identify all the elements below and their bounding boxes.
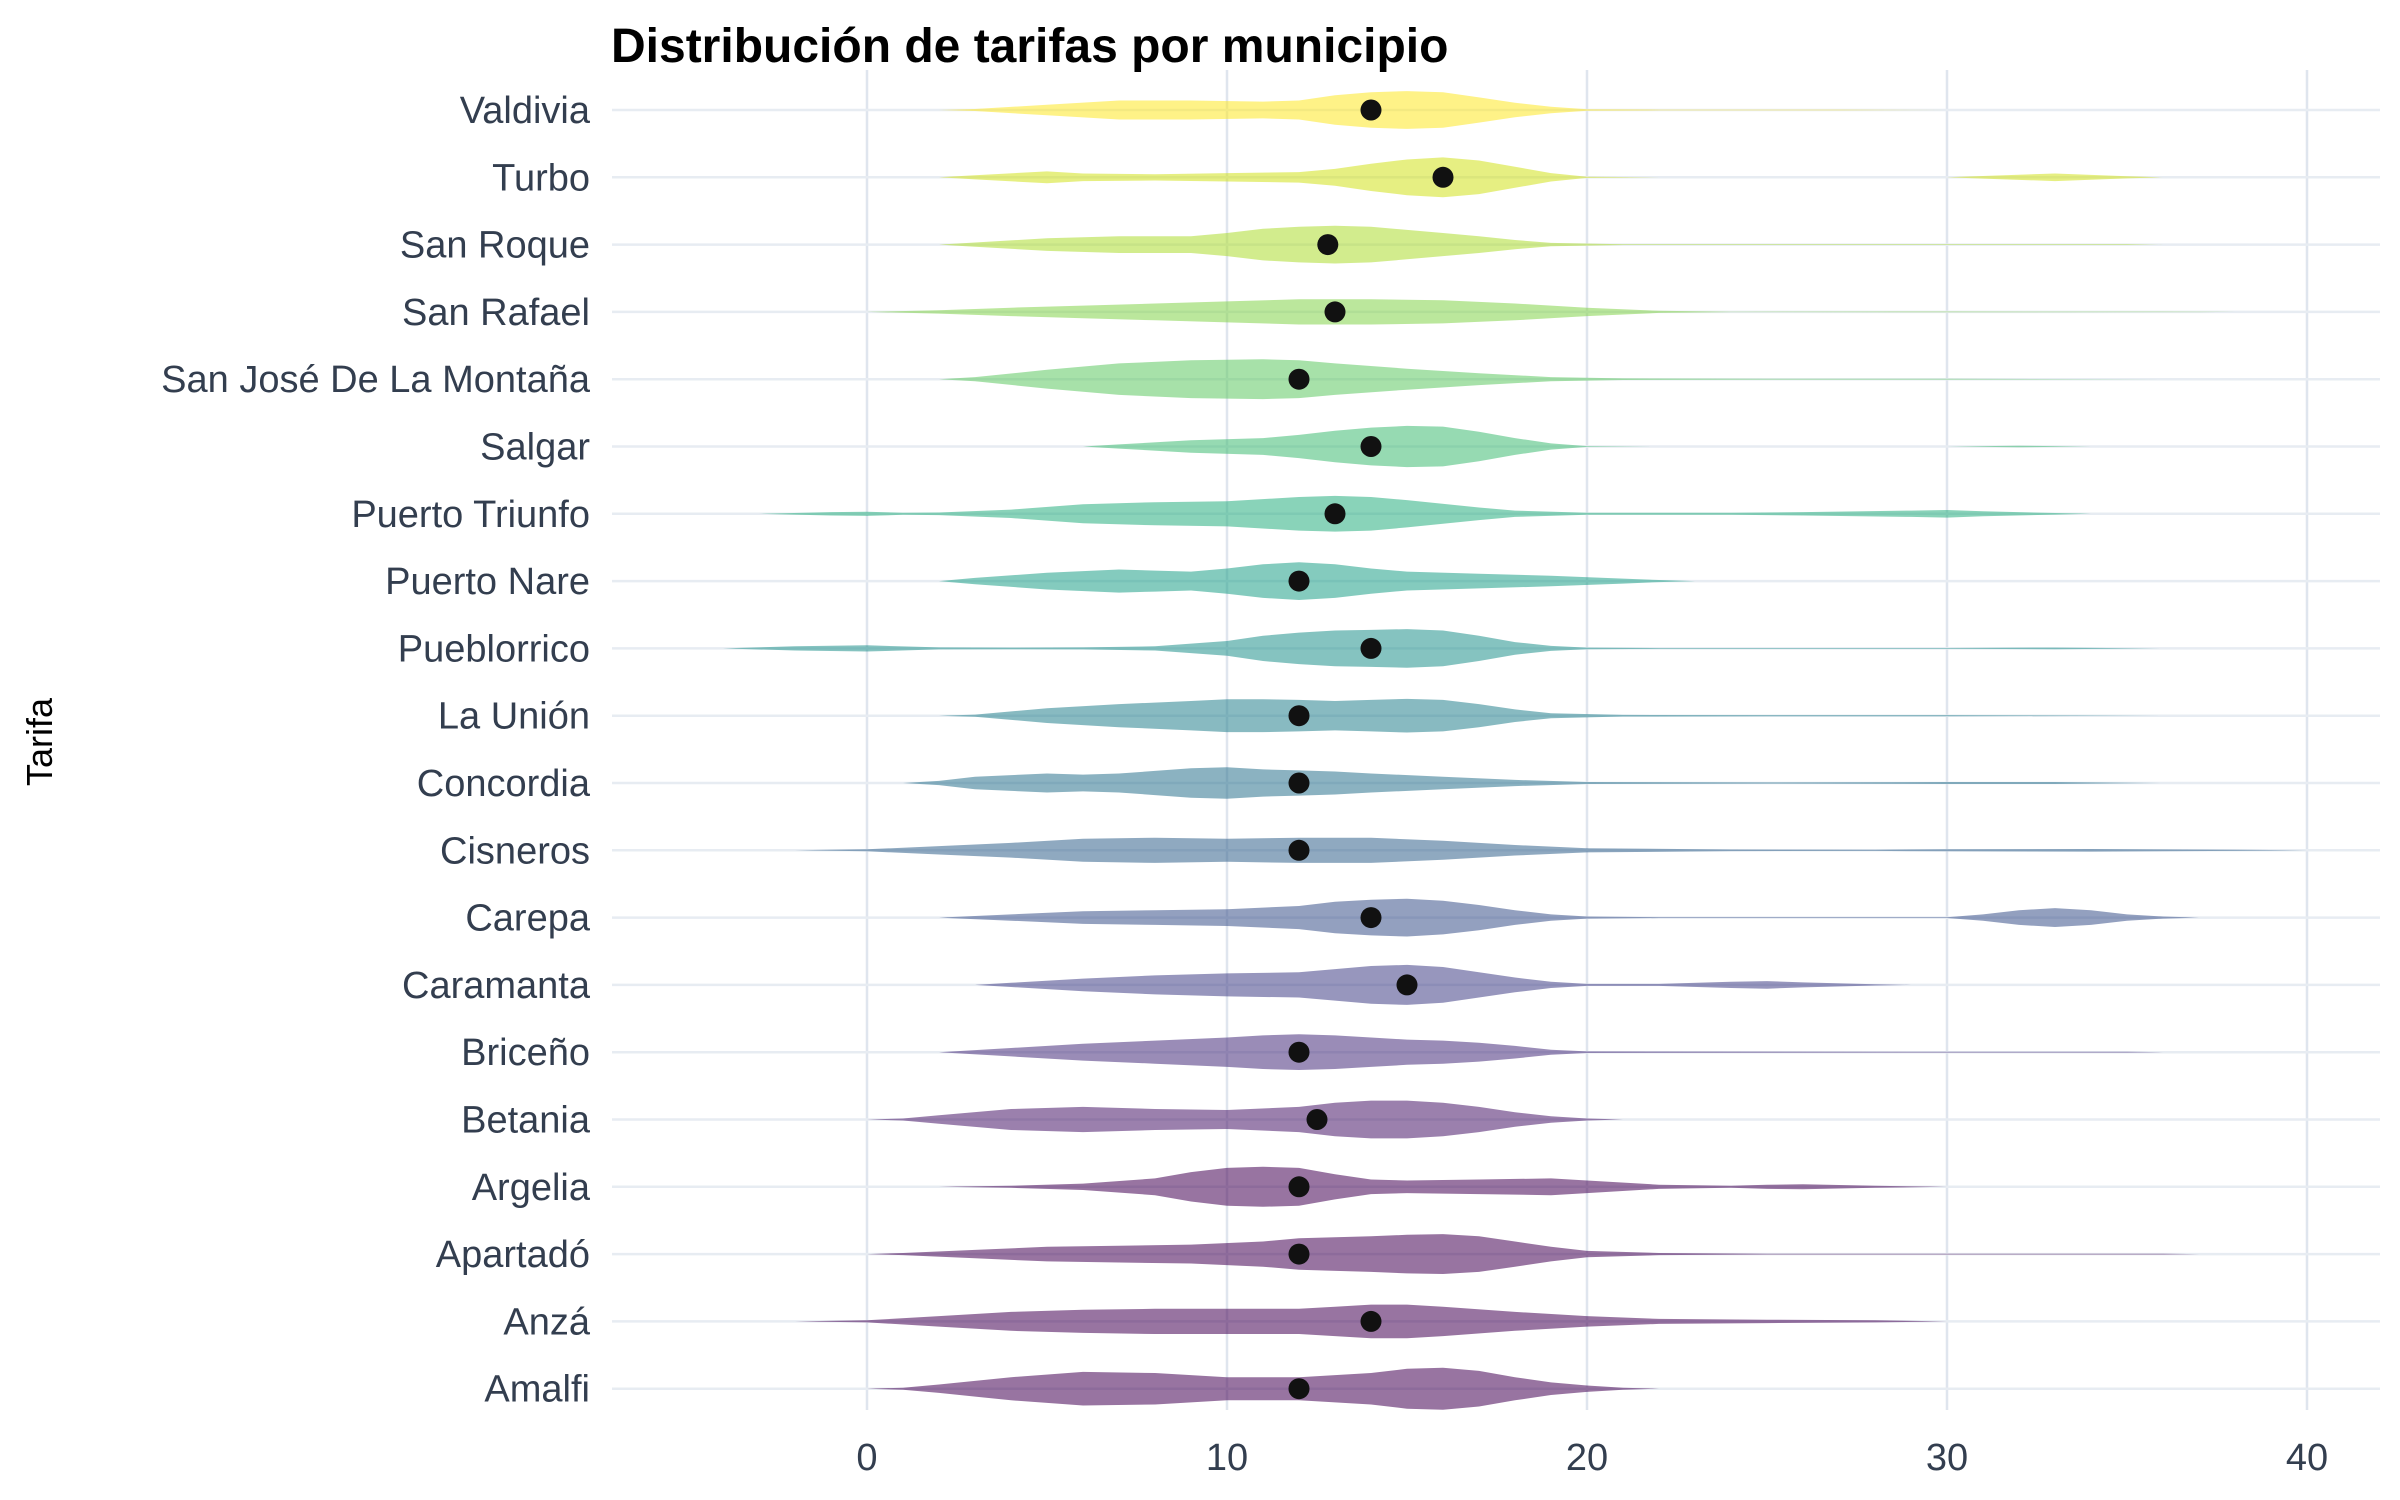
violin-shape — [975, 964, 1911, 1005]
violin-shape — [867, 1367, 1659, 1410]
violin-shape — [939, 91, 1947, 129]
violin-shape — [939, 359, 2163, 400]
median-point — [1288, 1378, 1310, 1400]
median-point — [1288, 772, 1310, 794]
median-point — [1360, 1310, 1382, 1332]
violin-shape — [939, 1034, 2163, 1070]
category-label: Anzá — [503, 1301, 590, 1343]
violin-shape — [939, 1166, 1947, 1207]
chart-title: Distribución de tarifas por municipio — [611, 20, 1448, 73]
grid-lines — [612, 70, 2380, 1410]
category-label: Pueblorrico — [398, 628, 590, 670]
x-tick-label: 30 — [1926, 1437, 1968, 1479]
violin-shape — [867, 1100, 1623, 1139]
violin-shape — [759, 495, 2091, 532]
violin-shape — [939, 157, 2163, 198]
median-point — [1360, 637, 1382, 659]
median-point — [1324, 503, 1346, 525]
x-tick-label: 0 — [856, 1437, 877, 1479]
category-label: Briceño — [461, 1032, 590, 1074]
y-axis-title: Tarifa — [19, 697, 60, 786]
median-points — [1288, 99, 1454, 1400]
violin-shape — [867, 1234, 2199, 1274]
violin-shape — [939, 562, 1695, 600]
violin-shape — [795, 837, 2307, 863]
category-label: Amalfi — [484, 1369, 590, 1411]
x-tick-label: 40 — [2286, 1437, 2328, 1479]
category-label: Valdivia — [460, 90, 591, 132]
x-tick-labels: 0 10 20 30 40 — [856, 1437, 2328, 1479]
median-point — [1360, 99, 1382, 121]
category-label: Caramanta — [402, 965, 591, 1007]
category-label: San Rafael — [402, 292, 590, 334]
category-label: La Unión — [438, 696, 590, 738]
median-point — [1317, 234, 1339, 256]
category-label: Apartadó — [436, 1234, 590, 1276]
category-label: Puerto Nare — [385, 561, 590, 603]
category-label: Argelia — [472, 1167, 591, 1209]
median-point — [1288, 1243, 1310, 1265]
median-point — [1324, 301, 1346, 323]
violin-shape — [939, 698, 2163, 733]
median-point — [1306, 1109, 1328, 1130]
x-tick-label: 10 — [1206, 1437, 1248, 1479]
category-label: Cisneros — [440, 830, 590, 872]
violin-shape — [939, 225, 2163, 264]
median-point — [1288, 705, 1310, 727]
median-point — [1360, 907, 1382, 929]
category-label: Salgar — [480, 427, 590, 469]
x-tick-label: 20 — [1566, 1437, 1608, 1479]
category-label: San Roque — [400, 225, 590, 267]
category-label: Puerto Triunfo — [351, 494, 590, 536]
median-point — [1288, 1176, 1310, 1198]
category-label: Carepa — [465, 898, 590, 940]
category-label: San José De La Montaña — [161, 359, 591, 401]
violin-shape — [1083, 425, 2091, 468]
category-label: Concordia — [417, 763, 591, 805]
violins — [723, 91, 2307, 1410]
median-point — [1288, 368, 1310, 390]
median-point — [1432, 166, 1454, 188]
category-label: Betania — [461, 1100, 591, 1142]
violin-shape — [939, 898, 2199, 937]
violin-shape — [903, 767, 2163, 799]
median-point — [1288, 570, 1310, 592]
median-point — [1288, 839, 1310, 861]
category-label: Turbo — [492, 157, 590, 199]
median-point — [1360, 436, 1382, 457]
median-point — [1288, 1041, 1310, 1063]
category-labels: Valdivia Turbo San Roque San Rafael San José… — [161, 90, 591, 1411]
violin-shape — [867, 299, 2235, 325]
median-point — [1396, 974, 1418, 996]
violin-shape — [723, 629, 2163, 668]
